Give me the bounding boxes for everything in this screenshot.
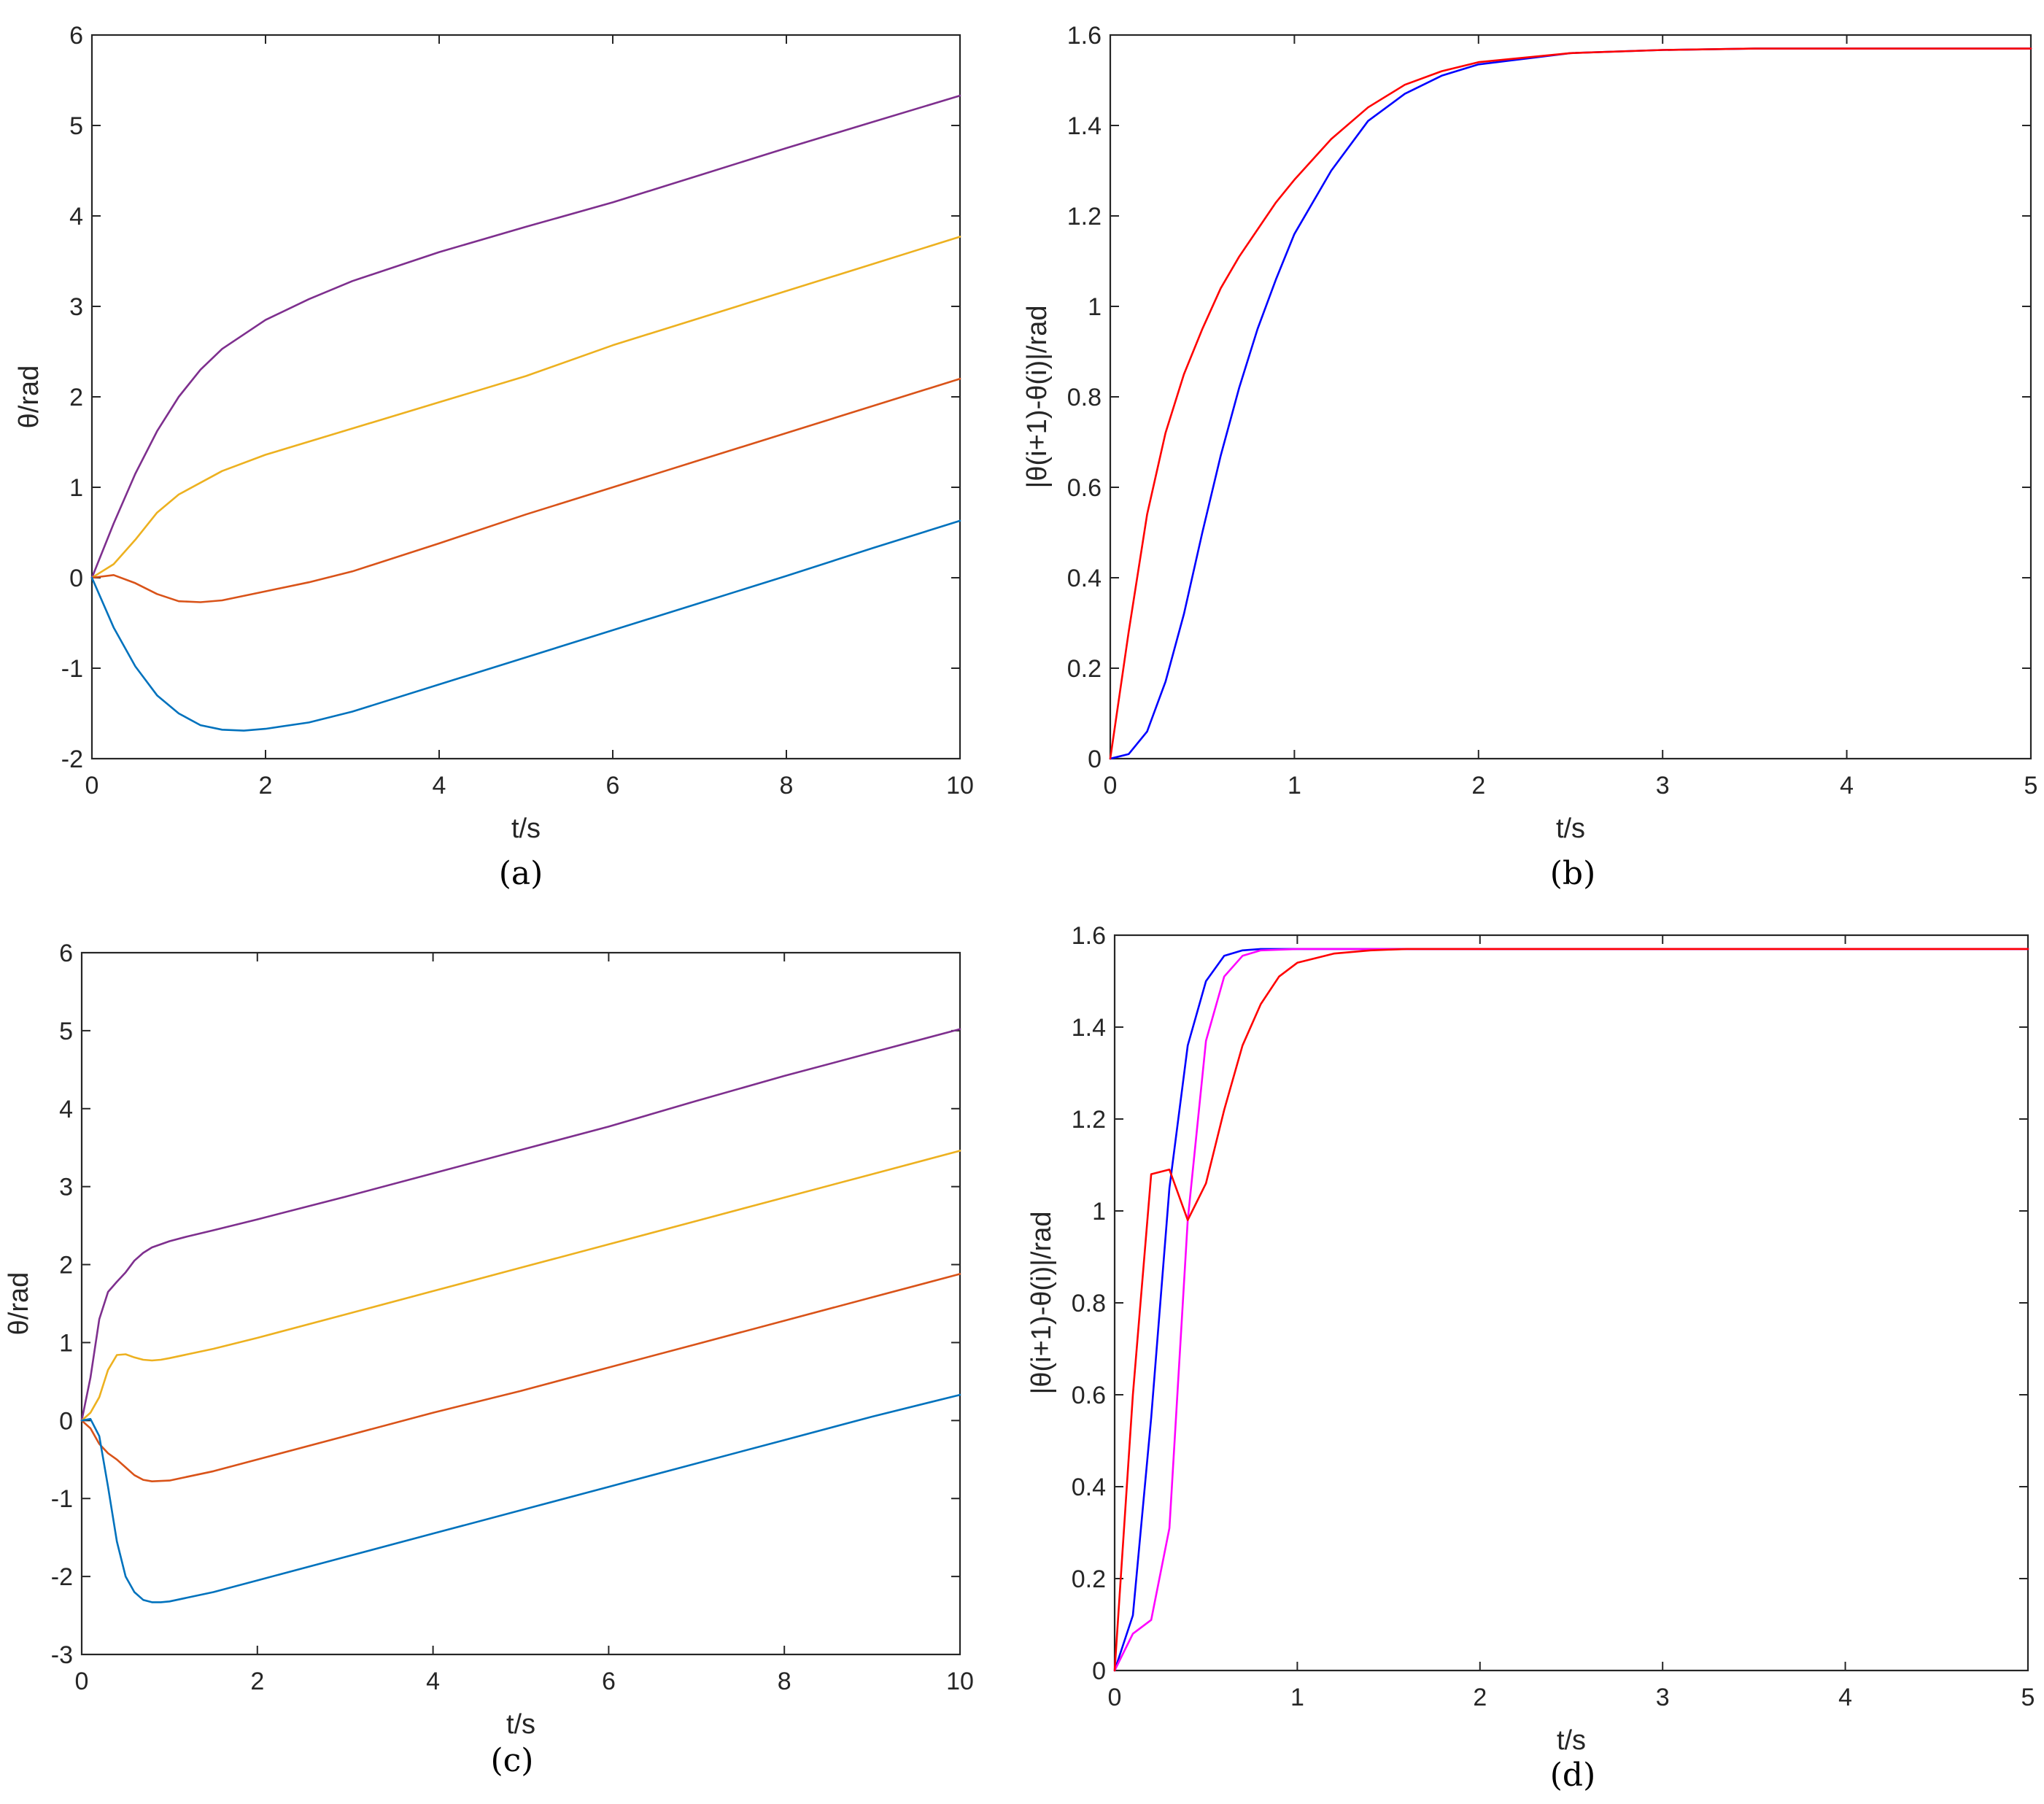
x-tick-label: 3 — [1656, 1684, 1670, 1711]
y-tick-label: -3 — [51, 1641, 73, 1669]
y-tick-label: 0.2 — [1072, 1565, 1106, 1593]
y-axis-label: |θ(i+1)-θ(i)|/rad — [1022, 306, 1053, 489]
y-tick-label: 1.6 — [1072, 922, 1106, 950]
series-line-a-1 — [90, 94, 961, 579]
y-tick-label: 2 — [59, 1252, 73, 1280]
plot-area-b — [1109, 34, 2032, 760]
x-tick-label: 5 — [2021, 1684, 2035, 1711]
x-axis-label: t/s — [506, 1709, 535, 1740]
y-tick-label: 0 — [59, 1407, 73, 1435]
panel-a: (a) 0 2 4 6 8 10 -2 -1 0 1 2 3 4 5 6 t/s θ/rad — [14, 22, 974, 892]
y-tick-label: 0 — [1092, 1657, 1106, 1685]
caption-d: (d) — [1550, 1757, 1596, 1794]
y-tick-label: 4 — [59, 1096, 73, 1123]
y-tick-label: 3 — [59, 1174, 73, 1201]
caption-b: (b) — [1550, 855, 1596, 892]
y-tick-label: 6 — [59, 940, 73, 967]
x-tick-label: 2 — [259, 772, 273, 800]
panel-c: (c) 0 2 4 6 8 10 -3 -2 -1 0 1 2 3 4 5 6 t/s θ/rad — [4, 940, 974, 1779]
y-tick-label: 5 — [59, 1018, 73, 1045]
panel-b: (b) 0 1 2 3 4 5 0 0.2 0.4 0.6 0.8 1 1.2 1.4 1.6 t/s |θ(i… — [1022, 22, 2037, 892]
y-tick-label: 6 — [69, 22, 83, 50]
x-tick-label: 0 — [85, 772, 99, 800]
panel-d: (d) 0 1 2 3 4 5 0 0.2 0.4 0.6 0.8 1 1.2 1.4 1.6 t/s |θ(i… — [1026, 922, 2035, 1794]
x-tick-label: 2 — [250, 1668, 264, 1695]
y-tick-label: 0 — [1088, 746, 1102, 773]
y-tick-label: 1.6 — [1067, 22, 1102, 50]
y-tick-label: 3 — [69, 293, 83, 321]
y-tick-label: 0.6 — [1072, 1382, 1106, 1409]
x-tick-label: 0 — [75, 1668, 89, 1695]
plot-area-a — [90, 34, 961, 760]
x-tick-label: 5 — [2024, 772, 2038, 800]
x-tick-label: 2 — [1473, 1684, 1487, 1711]
y-tick-label: 1 — [1088, 293, 1102, 321]
y-tick-label: 1 — [59, 1329, 73, 1357]
x-tick-label: 0 — [1108, 1684, 1122, 1711]
y-tick-label: 1.2 — [1067, 203, 1102, 231]
x-tick-label: 4 — [1838, 1684, 1852, 1711]
x-tick-label: 6 — [606, 772, 620, 800]
x-tick-label: 4 — [1840, 772, 1854, 800]
series-line-c-1 — [80, 1028, 961, 1422]
series-line-d-3 — [1113, 948, 2029, 1672]
y-tick-label: 0.4 — [1067, 565, 1102, 592]
series-line-c-2 — [80, 1150, 961, 1422]
y-axis-label: |θ(i+1)-θ(i)|/rad — [1026, 1212, 1057, 1395]
x-tick-label: 1 — [1290, 1684, 1304, 1711]
y-tick-label: -2 — [61, 746, 83, 773]
y-axis-label: θ/rad — [4, 1272, 34, 1336]
x-tick-label: 8 — [780, 772, 794, 800]
y-tick-label: 1.4 — [1067, 112, 1102, 140]
y-axis-label: θ/rad — [14, 365, 44, 429]
y-tick-label: 1 — [69, 474, 83, 502]
y-tick-label: 1.2 — [1072, 1106, 1106, 1134]
y-tick-label: 1 — [1092, 1198, 1106, 1226]
plot-area-d — [1113, 934, 2029, 1672]
x-axis-label: t/s — [511, 813, 541, 844]
x-tick-label: 10 — [946, 772, 974, 800]
x-tick-label: 1 — [1288, 772, 1301, 800]
series-line-a-2 — [90, 236, 961, 579]
y-tick-label: 5 — [69, 112, 83, 140]
x-tick-label: 4 — [426, 1668, 440, 1695]
series-line-c-3 — [80, 1273, 961, 1482]
y-tick-label: 4 — [69, 203, 83, 231]
y-tick-label: 0.6 — [1067, 474, 1102, 502]
x-tick-label: 6 — [602, 1668, 616, 1695]
plot-area-c — [80, 951, 961, 1656]
y-tick-label: 0 — [69, 565, 83, 592]
y-tick-label: 0.8 — [1072, 1290, 1106, 1317]
x-tick-label: 4 — [433, 772, 446, 800]
y-tick-label: 2 — [69, 384, 83, 411]
caption-c: (c) — [491, 1742, 534, 1779]
series-line-a-3 — [90, 377, 961, 603]
x-axis-label: t/s — [1556, 813, 1585, 844]
x-tick-label: 3 — [1656, 772, 1670, 800]
caption-a: (a) — [499, 855, 543, 892]
y-tick-label: 0.2 — [1067, 655, 1102, 683]
x-tick-label: 8 — [778, 1668, 791, 1695]
y-tick-label: 0.4 — [1072, 1474, 1106, 1501]
y-tick-label: 1.4 — [1072, 1014, 1106, 1042]
x-tick-label: 10 — [946, 1668, 974, 1695]
x-axis-label: t/s — [1557, 1725, 1586, 1756]
y-tick-label: -2 — [51, 1563, 73, 1591]
series-line-b-2 — [1109, 47, 2032, 760]
x-tick-label: 0 — [1104, 772, 1118, 800]
series-line-c-4 — [80, 1393, 961, 1603]
x-tick-label: 2 — [1471, 772, 1485, 800]
y-tick-label: 0.8 — [1067, 384, 1102, 411]
y-tick-label: -1 — [61, 655, 83, 683]
series-line-a-4 — [90, 519, 961, 732]
y-tick-label: -1 — [51, 1485, 73, 1513]
